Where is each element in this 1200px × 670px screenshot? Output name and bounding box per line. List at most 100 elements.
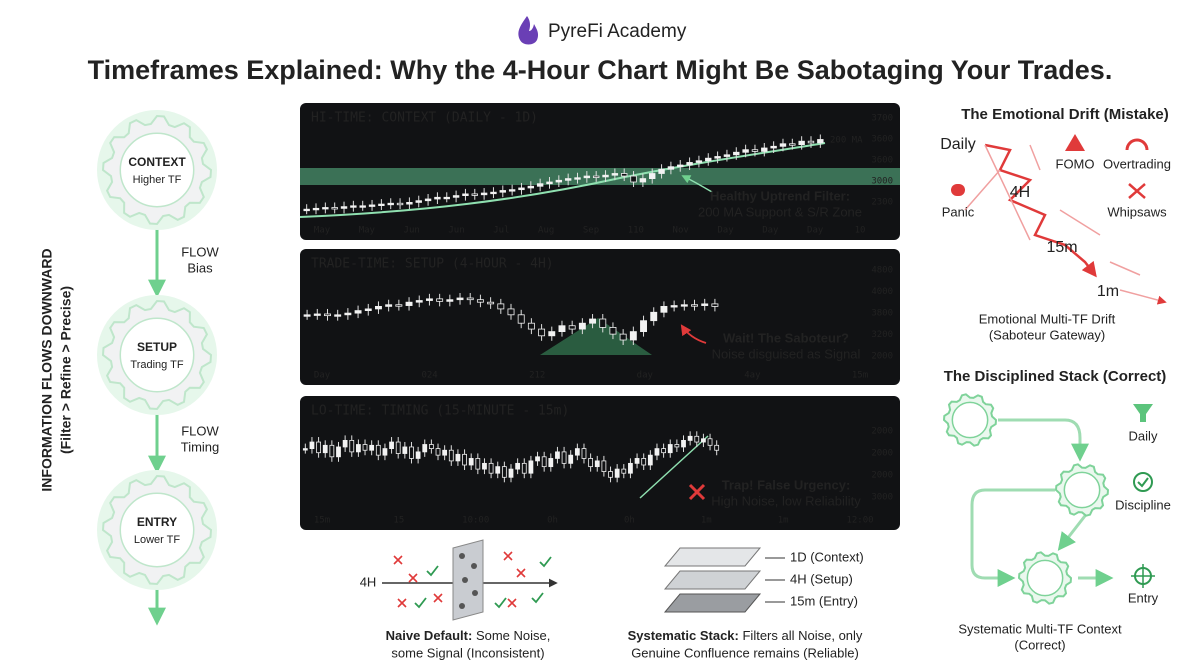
step: Daily bbox=[1129, 428, 1158, 443]
note-text: 200 MA Support & S/R Zone bbox=[698, 204, 862, 219]
candle bbox=[723, 154, 731, 157]
whipsaw-icon bbox=[1128, 183, 1146, 199]
candle bbox=[661, 448, 666, 454]
cross-mark bbox=[433, 593, 443, 603]
candle bbox=[385, 304, 393, 307]
stack-path bbox=[998, 418, 1089, 462]
candle bbox=[714, 444, 720, 451]
candle bbox=[415, 200, 422, 203]
candle bbox=[466, 297, 474, 301]
candle bbox=[695, 160, 703, 163]
candle bbox=[611, 173, 619, 176]
candle bbox=[368, 204, 376, 207]
panel-title: LO-TIME: TIMING (15-MINUTE - 15m) bbox=[311, 404, 569, 419]
candle bbox=[711, 303, 719, 307]
candle bbox=[667, 444, 673, 454]
candle bbox=[462, 453, 467, 466]
x-label: Sep bbox=[583, 226, 599, 236]
x-label: 15 bbox=[393, 516, 404, 526]
candle bbox=[634, 458, 640, 464]
candle bbox=[313, 313, 321, 316]
candle bbox=[548, 458, 554, 468]
candle bbox=[649, 173, 656, 179]
candle bbox=[733, 151, 740, 156]
candle bbox=[334, 314, 342, 317]
candle bbox=[378, 203, 385, 207]
candle bbox=[354, 310, 362, 314]
candle bbox=[602, 174, 609, 178]
candle bbox=[395, 441, 401, 454]
step: Entry bbox=[1128, 590, 1159, 605]
cross-mark bbox=[507, 598, 517, 608]
caption: some Signal (Inconsistent) bbox=[391, 645, 544, 660]
gauge-icon bbox=[1125, 138, 1149, 151]
candle bbox=[588, 458, 594, 468]
y-label: 3000 bbox=[871, 177, 893, 187]
node-label: ENTRY bbox=[137, 515, 177, 529]
candle bbox=[424, 198, 432, 202]
timeframe: 1m bbox=[1097, 283, 1119, 300]
candle bbox=[409, 446, 414, 459]
candle bbox=[629, 331, 637, 341]
timeframe: Daily bbox=[940, 136, 976, 153]
drift-branch bbox=[964, 144, 1165, 302]
pattern-shape bbox=[540, 318, 652, 355]
candle bbox=[396, 202, 404, 206]
panel bbox=[300, 396, 900, 530]
candle bbox=[594, 460, 600, 468]
x-label: Day bbox=[717, 226, 734, 236]
candle bbox=[548, 331, 556, 337]
timeframe-label: 4H bbox=[360, 574, 377, 589]
note-title: Healthy Uptrend Filter: bbox=[710, 188, 850, 203]
x-label: Jul bbox=[493, 226, 509, 236]
candle bbox=[568, 325, 576, 330]
candle bbox=[395, 304, 403, 307]
candle bbox=[455, 453, 461, 462]
layer-label: 1D (Context) bbox=[790, 549, 864, 564]
candle bbox=[621, 468, 627, 474]
x-label: Jun bbox=[448, 226, 464, 236]
gear-hub bbox=[119, 492, 195, 568]
candle bbox=[482, 462, 487, 470]
candle bbox=[428, 444, 434, 449]
candle bbox=[789, 143, 796, 146]
y-label: 2000 bbox=[871, 471, 893, 481]
panic-icon bbox=[951, 184, 965, 196]
filter-hole bbox=[459, 553, 465, 559]
candle bbox=[369, 444, 375, 451]
candle bbox=[462, 193, 469, 196]
caption: Genuine Confluence remains (Reliable) bbox=[631, 645, 859, 660]
panel-title: TRADE-TIME: SETUP (4-HOUR - 4H) bbox=[311, 257, 554, 272]
layer bbox=[663, 547, 762, 567]
candle bbox=[817, 139, 824, 144]
x-label: 0h bbox=[547, 516, 558, 526]
x-label: 1m bbox=[778, 516, 789, 526]
y-label: 3600 bbox=[871, 156, 893, 166]
candle bbox=[578, 322, 586, 330]
candle bbox=[558, 325, 566, 333]
candle bbox=[375, 305, 382, 310]
candle bbox=[599, 318, 607, 328]
node-sub: Lower TF bbox=[134, 534, 181, 546]
candle bbox=[364, 308, 372, 312]
note-text: High Noise, low Reliability bbox=[711, 493, 861, 508]
candle bbox=[630, 175, 637, 183]
page-title: Timeframes Explained: Why the 4-Hour Cha… bbox=[88, 55, 1113, 85]
candle bbox=[446, 299, 454, 302]
flow-sub: Timing bbox=[181, 439, 220, 454]
candle bbox=[674, 444, 680, 448]
candle bbox=[714, 156, 721, 159]
flow-axis-subtitle: (Filter > Refine > Precise) bbox=[58, 286, 74, 454]
y-label: 3000 bbox=[871, 493, 893, 503]
candle bbox=[691, 304, 698, 307]
caption: Naive Default: Some Noise, bbox=[386, 628, 551, 643]
candle bbox=[487, 301, 495, 305]
candle bbox=[705, 157, 712, 162]
x-label: 110 bbox=[628, 226, 644, 236]
candle bbox=[362, 444, 368, 451]
emotion: Whipsaws bbox=[1107, 204, 1167, 219]
candle bbox=[425, 298, 433, 301]
candle bbox=[517, 314, 525, 324]
check-icon bbox=[1133, 472, 1153, 492]
